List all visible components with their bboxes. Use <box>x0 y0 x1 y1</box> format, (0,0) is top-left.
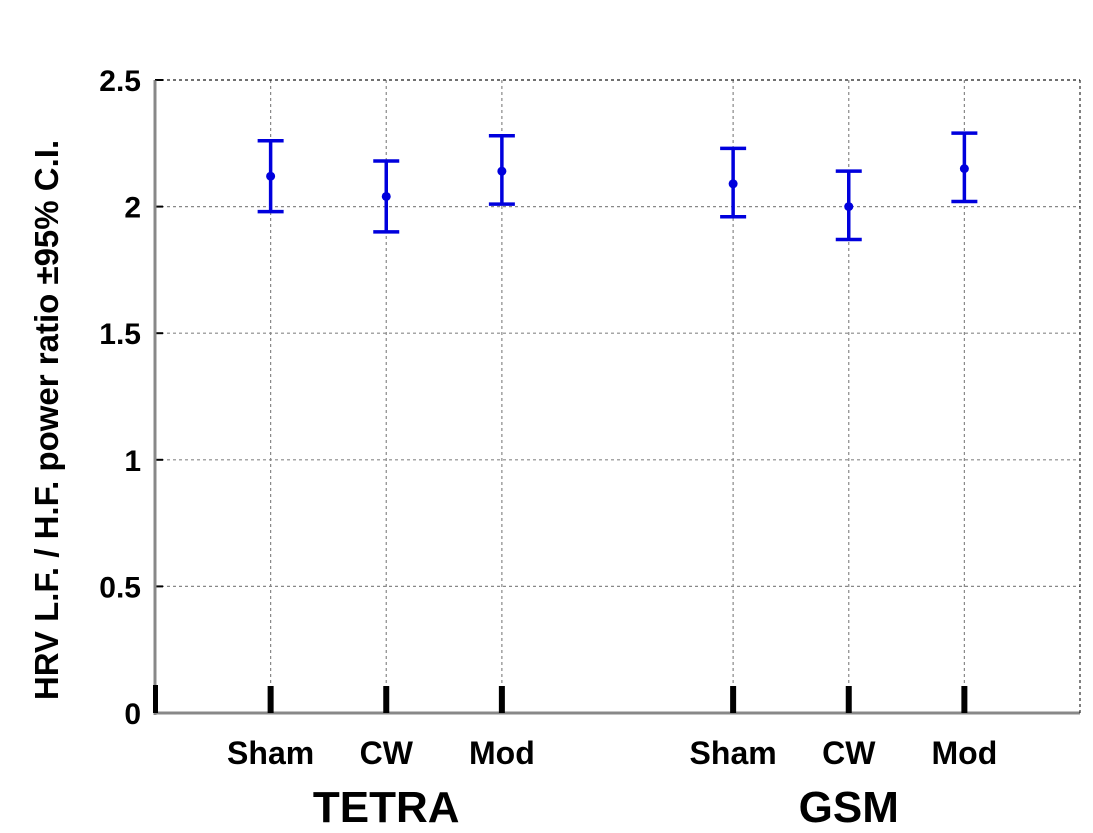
y-axis-label: HRV L.F. / H.F. power ratio ±95% C.I. <box>28 140 65 700</box>
category-label-5: Mod <box>932 735 998 771</box>
ytick-label-4: 2 <box>124 192 141 225</box>
ytick-label-1: 0.5 <box>99 571 141 604</box>
ytick-label-2: 1 <box>124 445 141 478</box>
category-label-3: Sham <box>690 735 777 771</box>
ytick-label-5: 2.5 <box>99 65 141 98</box>
category-label-0: Sham <box>227 735 314 771</box>
y-tick-labels: 0 0.5 1 1.5 2 2.5 <box>99 65 141 731</box>
mean-point-1 <box>381 191 391 201</box>
category-labels: Sham CW Mod Sham CW Mod <box>227 735 997 771</box>
xtick-mark-3 <box>730 686 737 713</box>
axes <box>153 79 1081 715</box>
mean-point-2 <box>497 166 507 176</box>
category-label-1: CW <box>360 735 414 771</box>
group-label-1: GSM <box>799 783 899 832</box>
xtick-mark-5 <box>961 686 968 713</box>
error-bars <box>257 131 978 242</box>
category-label-2: Mod <box>469 735 535 771</box>
mean-point-5 <box>959 164 969 174</box>
xtick-mark-0 <box>267 686 274 713</box>
x-tick-marks <box>153 685 968 713</box>
category-label-4: CW <box>822 735 876 771</box>
mean-point-4 <box>844 202 854 212</box>
mean-point-3 <box>728 179 738 189</box>
mean-point-0 <box>266 171 276 181</box>
group-label-0: TETRA <box>313 783 460 832</box>
gridlines <box>155 79 1080 713</box>
xtick-mark-1 <box>383 686 390 713</box>
ytick-label-3: 1.5 <box>99 318 141 351</box>
xtick-mark-2 <box>498 686 505 713</box>
xtick-origin <box>153 685 158 713</box>
xtick-mark-4 <box>845 686 852 713</box>
ytick-label-0: 0 <box>124 698 141 731</box>
group-labels: TETRA GSM <box>313 783 899 832</box>
